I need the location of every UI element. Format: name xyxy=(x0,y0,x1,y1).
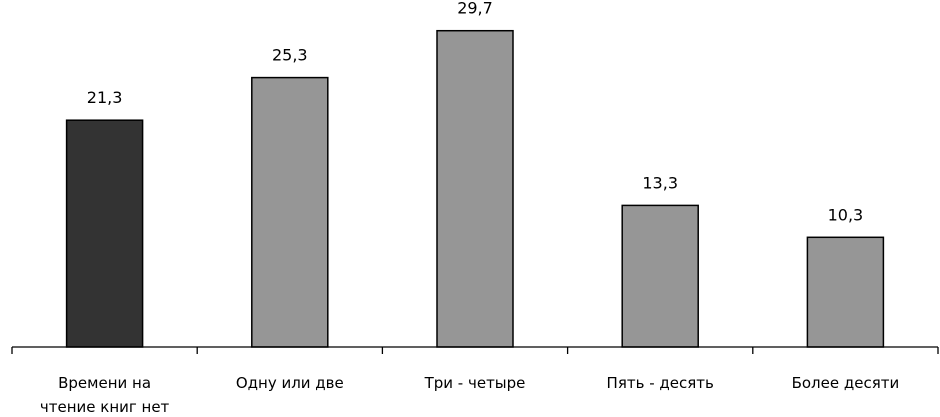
category-label-1-line-2: чтение книг нет xyxy=(40,398,170,416)
value-label-4: 13,3 xyxy=(642,173,678,192)
category-label-2: Одну или две xyxy=(236,374,344,392)
value-label-5: 10,3 xyxy=(828,205,864,224)
value-labels-group: 21,3 25,3 29,7 13,3 10,3 xyxy=(87,0,863,224)
value-label-2: 25,3 xyxy=(272,46,308,65)
category-label-5: Более десяти xyxy=(792,374,900,392)
category-label-3: Три - четыре xyxy=(424,374,526,392)
bar-5 xyxy=(806,236,885,348)
bar-4 xyxy=(621,204,699,348)
value-label-1: 21,3 xyxy=(87,88,123,107)
value-label-3: 29,7 xyxy=(457,0,493,18)
bars-group xyxy=(65,29,885,348)
bar-2 xyxy=(251,76,329,348)
category-label-4: Пять - десять xyxy=(607,374,714,392)
bar-1 xyxy=(65,119,144,348)
x-axis-ticks xyxy=(11,347,939,354)
category-labels-group: Времени на чтение книг нет Одну или две Три… xyxy=(40,374,899,416)
category-label-1-line-1: Времени на xyxy=(58,374,151,392)
bar-3 xyxy=(436,29,514,348)
